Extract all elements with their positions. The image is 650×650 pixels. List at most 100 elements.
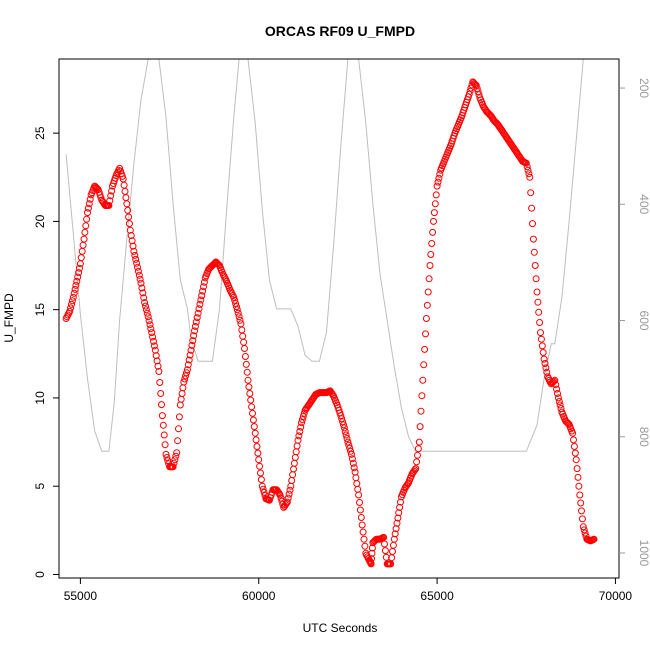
- data-point: [142, 302, 149, 310]
- data-point: [299, 413, 307, 420]
- data-point: [426, 262, 434, 269]
- data-point: [353, 480, 361, 488]
- data-point: [157, 390, 165, 397]
- data-point: [382, 553, 390, 561]
- data-point: [529, 235, 537, 243]
- data-point: [125, 220, 133, 228]
- data-point: [172, 452, 180, 460]
- data-point: [423, 301, 431, 309]
- data-point: [577, 499, 585, 507]
- data-point: [175, 413, 183, 421]
- data-point: [132, 255, 140, 263]
- chart-title: ORCAS RF09 U_FMPD: [265, 23, 415, 39]
- data-point: [367, 560, 375, 568]
- data-point: [106, 197, 114, 205]
- data-point: [181, 375, 189, 383]
- data-point: [200, 278, 208, 286]
- data-point: [145, 317, 153, 325]
- data-point: [288, 477, 296, 484]
- y-tick-label: 25: [33, 126, 47, 140]
- x-tick-label: 60000: [242, 589, 276, 603]
- x-tick-label: 65000: [420, 589, 454, 603]
- data-point: [474, 88, 482, 96]
- data-point: [191, 327, 198, 335]
- data-point: [340, 421, 347, 429]
- data-point: [287, 482, 295, 490]
- data-point: [527, 189, 535, 197]
- data-point: [368, 549, 376, 557]
- data-point: [430, 209, 438, 217]
- data-point: [258, 482, 266, 490]
- data-point: [183, 366, 191, 374]
- data-point: [249, 409, 256, 417]
- data-point: [293, 442, 301, 450]
- data-point: [346, 444, 354, 452]
- y-axis: 0 5 10 15 20 25: [33, 126, 59, 578]
- data-point: [397, 498, 404, 506]
- data-point: [424, 288, 432, 296]
- data-point: [473, 85, 481, 93]
- data-point: [247, 396, 255, 404]
- data-point: [551, 376, 559, 384]
- data-point: [419, 376, 427, 384]
- data-point: [298, 419, 305, 427]
- data-point: [576, 491, 584, 499]
- data-point: [137, 279, 145, 287]
- data-point: [187, 346, 195, 354]
- data-point: [72, 281, 80, 289]
- data-point: [421, 345, 429, 353]
- data-point: [553, 385, 561, 393]
- data-point: [66, 307, 74, 315]
- data-point: [354, 485, 362, 493]
- data-point: [234, 309, 242, 317]
- data-point: [543, 368, 551, 376]
- data-point: [292, 448, 300, 456]
- data-point: [466, 87, 474, 95]
- y2-tick-label: 400: [637, 194, 650, 214]
- data-point: [414, 451, 421, 459]
- pressure-line: [65, 59, 584, 452]
- u-fmpd-series-points: [62, 78, 598, 568]
- data-point: [160, 431, 168, 439]
- data-point: [436, 170, 444, 178]
- data-point: [128, 237, 136, 245]
- data-point: [178, 390, 186, 397]
- data-point: [144, 313, 152, 321]
- data-point: [123, 200, 131, 208]
- data-point: [290, 459, 298, 467]
- data-point: [122, 194, 130, 202]
- data-point: [248, 403, 256, 411]
- data-point: [79, 241, 87, 249]
- data-point: [70, 289, 78, 297]
- y-tick-label: 0: [33, 571, 47, 578]
- data-point: [257, 476, 265, 484]
- data-point: [238, 326, 246, 334]
- data-point: [277, 494, 285, 502]
- data-point: [177, 395, 185, 403]
- data-point: [345, 441, 353, 449]
- data-point: [108, 187, 116, 195]
- data-point: [341, 428, 349, 435]
- data-point: [390, 535, 398, 543]
- y2-axis: 200 400 600 800 1000: [619, 78, 650, 567]
- data-point: [197, 296, 205, 304]
- data-point: [416, 423, 424, 431]
- data-point: [189, 337, 197, 345]
- data-point: [195, 305, 203, 313]
- data-point: [581, 529, 589, 537]
- data-point: [433, 182, 441, 190]
- data-point: [80, 235, 88, 243]
- data-point: [357, 514, 365, 521]
- data-point: [180, 378, 188, 386]
- data-point: [537, 329, 544, 337]
- data-point: [78, 247, 86, 255]
- data-point: [231, 296, 239, 304]
- data-point: [125, 213, 133, 221]
- data-point: [340, 424, 348, 432]
- data-point: [230, 293, 238, 301]
- data-point: [414, 445, 422, 453]
- data-point: [251, 429, 259, 437]
- data-point: [472, 82, 480, 89]
- data-point: [539, 349, 547, 356]
- y2-tick-label: 1000: [637, 540, 650, 567]
